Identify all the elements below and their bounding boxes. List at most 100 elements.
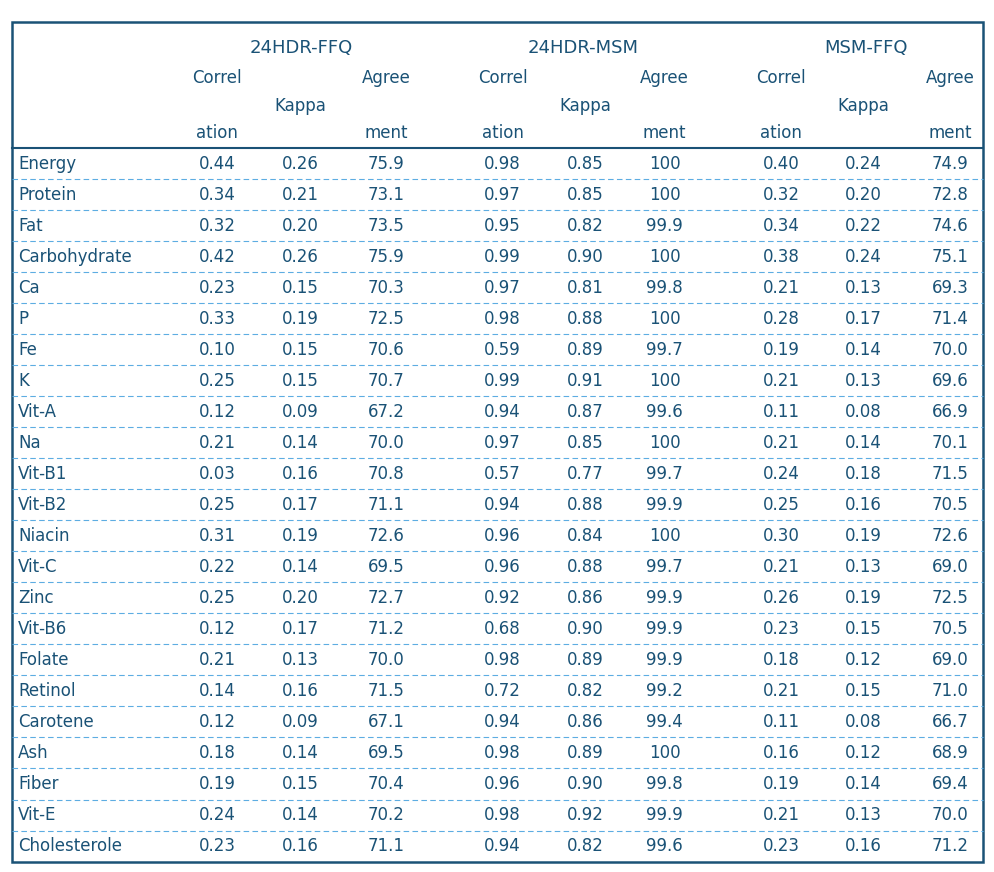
Text: 0.25: 0.25: [198, 589, 236, 607]
Text: 0.87: 0.87: [567, 403, 602, 421]
Text: 0.44: 0.44: [199, 154, 235, 173]
Text: 0.97: 0.97: [484, 434, 520, 452]
Text: 100: 100: [648, 371, 680, 390]
Text: 0.13: 0.13: [281, 651, 319, 669]
Text: 0.97: 0.97: [484, 279, 520, 296]
Text: 99.6: 99.6: [646, 403, 682, 421]
Text: 0.11: 0.11: [761, 713, 799, 731]
Text: 0.59: 0.59: [484, 341, 520, 358]
Text: 0.99: 0.99: [484, 371, 520, 390]
Text: 0.16: 0.16: [281, 682, 319, 700]
Text: 0.13: 0.13: [844, 371, 882, 390]
Text: 99.2: 99.2: [645, 682, 683, 700]
Text: 99.9: 99.9: [646, 589, 682, 607]
Text: 0.14: 0.14: [844, 341, 882, 358]
Text: 70.2: 70.2: [367, 806, 405, 824]
Text: Fe: Fe: [18, 341, 37, 358]
Text: 0.13: 0.13: [844, 558, 882, 576]
Text: 70.0: 70.0: [368, 434, 404, 452]
Text: 0.98: 0.98: [484, 154, 520, 173]
Text: 0.18: 0.18: [844, 465, 882, 483]
Text: 0.42: 0.42: [198, 248, 236, 266]
Text: ment: ment: [927, 125, 971, 142]
Text: 100: 100: [648, 248, 680, 266]
Text: 0.19: 0.19: [761, 775, 799, 793]
Text: 0.14: 0.14: [844, 434, 882, 452]
Text: 70.5: 70.5: [931, 620, 967, 638]
Text: 0.21: 0.21: [761, 806, 799, 824]
Text: 0.85: 0.85: [567, 186, 602, 204]
Text: 69.6: 69.6: [931, 371, 967, 390]
Text: 71.1: 71.1: [367, 496, 405, 514]
Text: 70.5: 70.5: [931, 496, 967, 514]
Text: 24HDR-FFQ: 24HDR-FFQ: [249, 39, 353, 57]
Text: 69.5: 69.5: [368, 744, 404, 762]
Text: Cholesterole: Cholesterole: [18, 837, 122, 855]
Text: ment: ment: [364, 125, 408, 142]
Text: 0.90: 0.90: [567, 248, 602, 266]
Text: 0.28: 0.28: [761, 310, 799, 328]
Text: 69.4: 69.4: [931, 775, 967, 793]
Text: 0.15: 0.15: [844, 620, 882, 638]
Text: 99.9: 99.9: [646, 217, 682, 235]
Text: 0.16: 0.16: [281, 465, 319, 483]
Text: 71.5: 71.5: [367, 682, 405, 700]
Text: 0.20: 0.20: [281, 217, 319, 235]
Text: 0.12: 0.12: [198, 403, 236, 421]
Text: 99.9: 99.9: [646, 620, 682, 638]
Text: 0.21: 0.21: [761, 279, 799, 296]
Text: 72.6: 72.6: [367, 527, 405, 545]
Text: 72.6: 72.6: [930, 527, 968, 545]
Text: 69.0: 69.0: [931, 558, 967, 576]
Text: 99.9: 99.9: [646, 651, 682, 669]
Text: 0.77: 0.77: [567, 465, 602, 483]
Text: 0.15: 0.15: [281, 371, 319, 390]
Text: 0.19: 0.19: [844, 527, 882, 545]
Text: 24HDR-MSM: 24HDR-MSM: [527, 39, 638, 57]
Text: 0.19: 0.19: [281, 527, 319, 545]
Text: 0.96: 0.96: [484, 558, 520, 576]
Text: 100: 100: [648, 527, 680, 545]
Text: 99.9: 99.9: [646, 806, 682, 824]
Text: 0.15: 0.15: [281, 279, 319, 296]
Text: 0.15: 0.15: [844, 682, 882, 700]
Text: MSM-FFQ: MSM-FFQ: [823, 39, 907, 57]
Text: Protein: Protein: [18, 186, 77, 204]
Text: Kappa: Kappa: [559, 98, 610, 115]
Text: 0.22: 0.22: [198, 558, 236, 576]
Text: Kappa: Kappa: [837, 98, 889, 115]
Text: Energy: Energy: [18, 154, 76, 173]
Text: 0.34: 0.34: [761, 217, 799, 235]
Text: 0.14: 0.14: [281, 806, 319, 824]
Text: 75.9: 75.9: [368, 154, 404, 173]
Text: 0.86: 0.86: [567, 713, 602, 731]
Text: 74.9: 74.9: [931, 154, 967, 173]
Text: 0.14: 0.14: [281, 744, 319, 762]
Text: 0.20: 0.20: [844, 186, 882, 204]
Text: 69.0: 69.0: [931, 651, 967, 669]
Text: 0.90: 0.90: [567, 620, 602, 638]
Text: 74.6: 74.6: [931, 217, 967, 235]
Text: 0.14: 0.14: [844, 775, 882, 793]
Text: 70.8: 70.8: [368, 465, 404, 483]
Text: 0.21: 0.21: [761, 558, 799, 576]
Text: 0.94: 0.94: [484, 403, 520, 421]
Text: 99.9: 99.9: [646, 496, 682, 514]
Text: 0.98: 0.98: [484, 806, 520, 824]
Text: 0.30: 0.30: [761, 527, 799, 545]
Text: 0.11: 0.11: [761, 403, 799, 421]
Text: 0.09: 0.09: [282, 403, 318, 421]
Text: Correl: Correl: [192, 70, 242, 87]
Text: 0.22: 0.22: [844, 217, 882, 235]
Text: 0.13: 0.13: [844, 806, 882, 824]
Text: 71.4: 71.4: [930, 310, 968, 328]
Text: 0.23: 0.23: [198, 279, 236, 296]
Text: 0.98: 0.98: [484, 310, 520, 328]
Text: 0.25: 0.25: [761, 496, 799, 514]
Text: 99.6: 99.6: [646, 837, 682, 855]
Text: 0.88: 0.88: [567, 558, 602, 576]
Text: Correl: Correl: [477, 70, 527, 87]
Text: 100: 100: [648, 744, 680, 762]
Text: 0.14: 0.14: [281, 558, 319, 576]
Text: 68.9: 68.9: [931, 744, 967, 762]
